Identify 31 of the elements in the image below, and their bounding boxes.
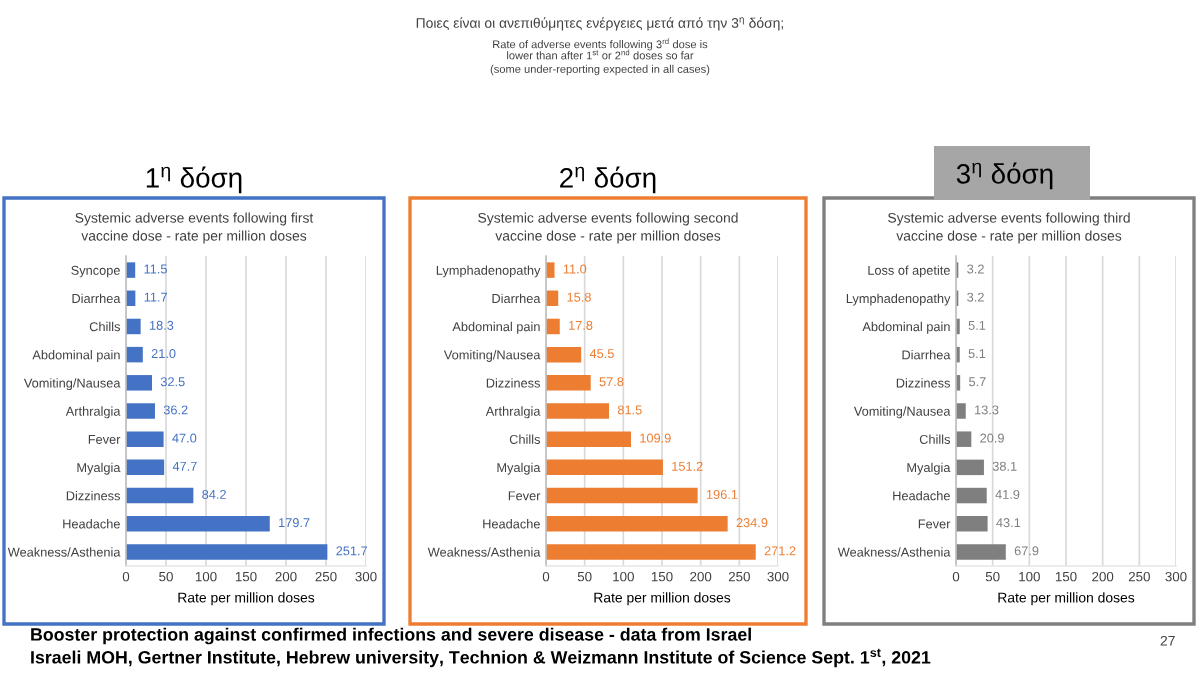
bar bbox=[956, 544, 1006, 560]
bar bbox=[956, 459, 984, 476]
bar bbox=[126, 431, 164, 447]
bar bbox=[126, 459, 165, 476]
bar bbox=[126, 262, 136, 278]
bar bbox=[126, 318, 141, 335]
chart-title: 3$^{η}$ δόση bbox=[956, 162, 1053, 190]
bar bbox=[956, 487, 987, 504]
bar bbox=[546, 515, 728, 532]
bar bbox=[546, 262, 555, 278]
bar bbox=[126, 375, 152, 391]
bar bbox=[546, 403, 610, 419]
text: Booster protection against confirmed infections and severe disease - data from Israel bbox=[31, 627, 751, 645]
bar bbox=[546, 459, 663, 476]
bar bbox=[546, 318, 560, 335]
bar bbox=[546, 431, 631, 447]
bar bbox=[126, 346, 143, 363]
chart-title: 1$^{η}$ δόση bbox=[146, 166, 242, 194]
bar bbox=[956, 403, 966, 419]
bar bbox=[956, 431, 972, 447]
bar bbox=[126, 515, 270, 532]
text: Israeli MOH, Gertner Institute, Hebrew university, Technion & Weizmann Institute of Science Sept. 1$^{st}$, 2021 bbox=[31, 648, 931, 668]
bar bbox=[126, 487, 194, 504]
bar bbox=[126, 544, 328, 560]
chart-title: 2$^{η}$ δόση bbox=[560, 166, 656, 194]
bar bbox=[546, 346, 582, 363]
bar bbox=[546, 487, 698, 504]
bar bbox=[546, 375, 591, 391]
bar bbox=[546, 544, 756, 560]
bar bbox=[126, 403, 155, 419]
bar bbox=[956, 515, 988, 532]
